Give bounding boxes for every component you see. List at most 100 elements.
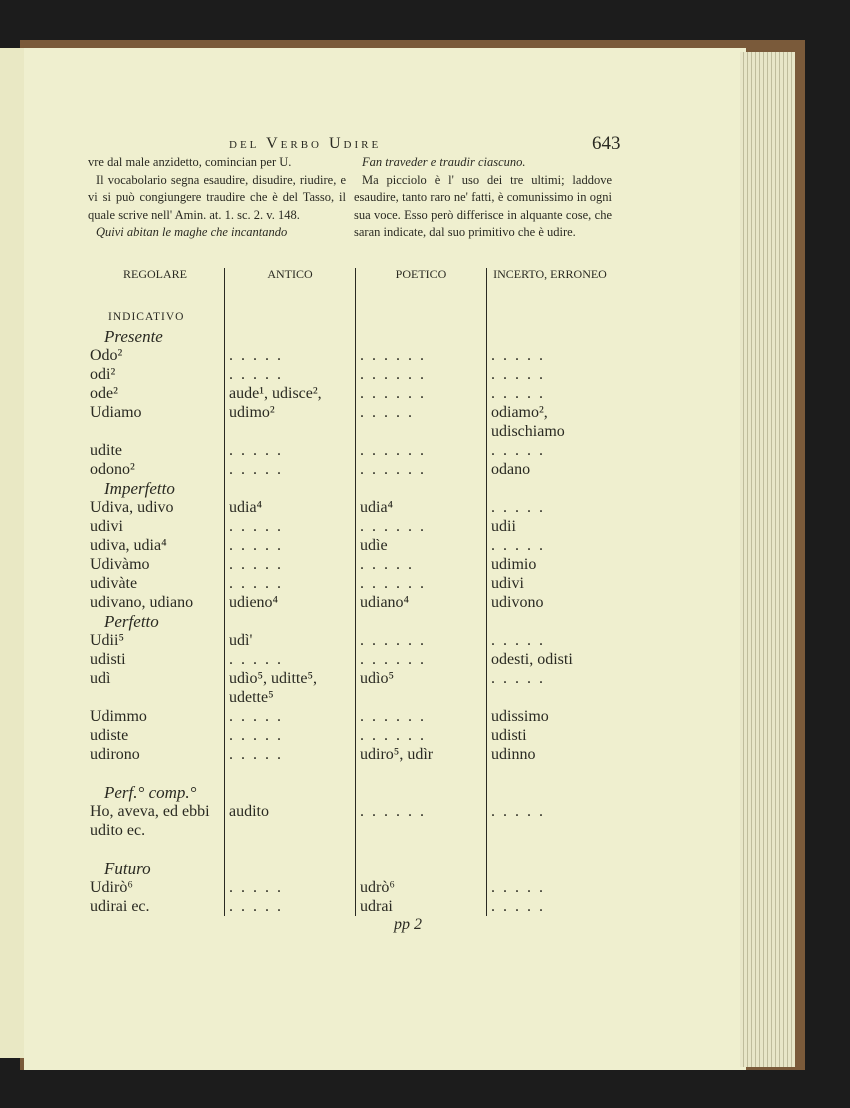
cell-reg: Odo² (90, 347, 123, 364)
tense-label: Futuro (104, 859, 151, 878)
verse: Quivi abitan le maghe che incantando (96, 225, 288, 239)
table-row: odi² . . . . .. . . . . .. . . . . (86, 365, 613, 384)
cell-reg: Udiva, udivo (90, 499, 174, 516)
conjugation-table: REGOLARE ANTICO POETICO INCERTO, ERRONEO IN… (86, 268, 613, 916)
table-row: Odo² . . . . .. . . . . .. . . . . (86, 346, 613, 365)
tense-label: Presente (104, 327, 163, 346)
cell-ant: . . . . . (224, 365, 356, 384)
table-row: INDICATIVO (86, 308, 613, 327)
cell-ant: . . . . . (224, 441, 356, 460)
cell-poe: . . . . . . (355, 384, 487, 403)
table-row: odono² . . . . .. . . . . . odano (86, 460, 613, 479)
table-row: Udivàmo. . . . .. . . . . udimio (86, 555, 613, 574)
cell-poe: udiro⁵, udìr (355, 745, 487, 764)
cell-poe: udrai (355, 897, 487, 916)
tense-label: Perfetto (104, 612, 159, 631)
cell-reg: Udimmo (90, 708, 147, 725)
cell-inc: . . . . . (486, 346, 613, 365)
mood-label: INDICATIVO (108, 311, 185, 323)
empty-cell (486, 764, 613, 783)
cell-inc: udii (486, 517, 613, 536)
cell-ant: . . . . . (224, 897, 356, 916)
cell-reg: udivi (90, 518, 123, 535)
cell-reg: udisti (90, 651, 126, 668)
empty-cell (486, 479, 613, 498)
table-row: Udirò⁶ . . . . . udrò⁶. . . . . (86, 878, 613, 897)
table-row: udì udìo⁵, uditte⁵, udette⁵ udìo⁵. . . . . (86, 669, 613, 707)
cell-inc: udisti (486, 726, 613, 745)
cell-poe: . . . . . (355, 555, 487, 574)
empty-cell (355, 327, 487, 346)
cell-ant: . . . . . (224, 460, 356, 479)
cell-inc: . . . . . (486, 631, 613, 650)
cell-poe: . . . . . (355, 403, 487, 441)
page-number: 643 (592, 133, 621, 154)
cell-inc: . . . . . (486, 897, 613, 916)
empty-cell (355, 612, 487, 631)
cell-ant: . . . . . (224, 726, 356, 745)
cell-ant: . . . . . (224, 745, 356, 764)
cell-reg: Udii⁵ (90, 632, 125, 649)
cell-ant: . . . . . (224, 878, 356, 897)
empty-cell (355, 859, 487, 878)
column-header: INCERTO, ERRONEO (486, 268, 613, 308)
cell-inc: . . . . . (486, 669, 613, 707)
table-row: Imperfetto (86, 479, 613, 498)
book-page: del Verbo Udire 643 vre dal male anzidet… (24, 48, 746, 1070)
cell-poe: . . . . . . (355, 631, 487, 650)
empty-cell (486, 840, 613, 859)
table-row: Udii⁵ udì'. . . . . .. . . . . (86, 631, 613, 650)
column-header: REGOLARE (123, 267, 187, 281)
empty-cell (86, 764, 225, 783)
cell-inc: . . . . . (486, 878, 613, 897)
cell-ant: . . . . . (224, 536, 356, 555)
empty-cell (224, 479, 356, 498)
empty-cell (355, 764, 487, 783)
table-row: ode² aude¹, udisce²,. . . . . .. . . . . (86, 384, 613, 403)
cell-inc: . . . . . (486, 536, 613, 555)
cell-poe: . . . . . . (355, 574, 487, 593)
cell-ant: udia⁴ (224, 498, 356, 517)
cell-reg: udivàte (90, 575, 138, 592)
empty-cell (224, 308, 356, 327)
signature-mark: pp 2 (394, 916, 422, 933)
column-header: ANTICO (224, 268, 356, 308)
column-header: POETICO (355, 268, 487, 308)
empty-cell (486, 783, 613, 802)
cell-poe: udia⁴ (355, 498, 487, 517)
cell-poe: . . . . . . (355, 517, 487, 536)
empty-cell (486, 327, 613, 346)
empty-cell (355, 308, 487, 327)
table-row: Udiamo udimo². . . . . odiamo², udischiamo (86, 403, 613, 441)
table-row: udivàte . . . . .. . . . . . udivi (86, 574, 613, 593)
cell-poe: udiano⁴ (355, 593, 487, 612)
running-title: del Verbo Udire (229, 135, 382, 152)
empty-cell (486, 308, 613, 327)
cell-inc: odesti, odisti (486, 650, 613, 669)
cell-inc: udivono (486, 593, 613, 612)
empty-cell (486, 612, 613, 631)
cell-reg: odi² (90, 366, 116, 383)
table-row (86, 764, 613, 783)
cell-reg: Udirò⁶ (90, 879, 133, 896)
cell-poe: udìo⁵ (355, 669, 487, 707)
paragraph: Ma picciolo è l' uso dei tre ultimi; lad… (354, 172, 612, 240)
cell-poe: . . . . . . (355, 460, 487, 479)
cell-poe: . . . . . . (355, 726, 487, 745)
intro-right-column: Fan traveder e traudir ciascuno. Ma picc… (354, 154, 612, 242)
empty-cell (224, 764, 356, 783)
cell-poe: . . . . . . (355, 650, 487, 669)
empty-cell (486, 859, 613, 878)
cell-inc: odano (486, 460, 613, 479)
cell-poe: . . . . . . (355, 802, 487, 840)
cell-reg: udì (90, 670, 111, 687)
empty-cell (224, 859, 356, 878)
cell-poe: . . . . . . (355, 365, 487, 384)
cell-ant: udimo² (224, 403, 356, 441)
cell-inc: odiamo², udischiamo (486, 403, 613, 441)
page-edges (740, 52, 795, 1067)
cell-inc: . . . . . (486, 441, 613, 460)
table-row: Futuro (86, 859, 613, 878)
tense-label: Imperfetto (104, 479, 175, 498)
empty-cell (224, 327, 356, 346)
